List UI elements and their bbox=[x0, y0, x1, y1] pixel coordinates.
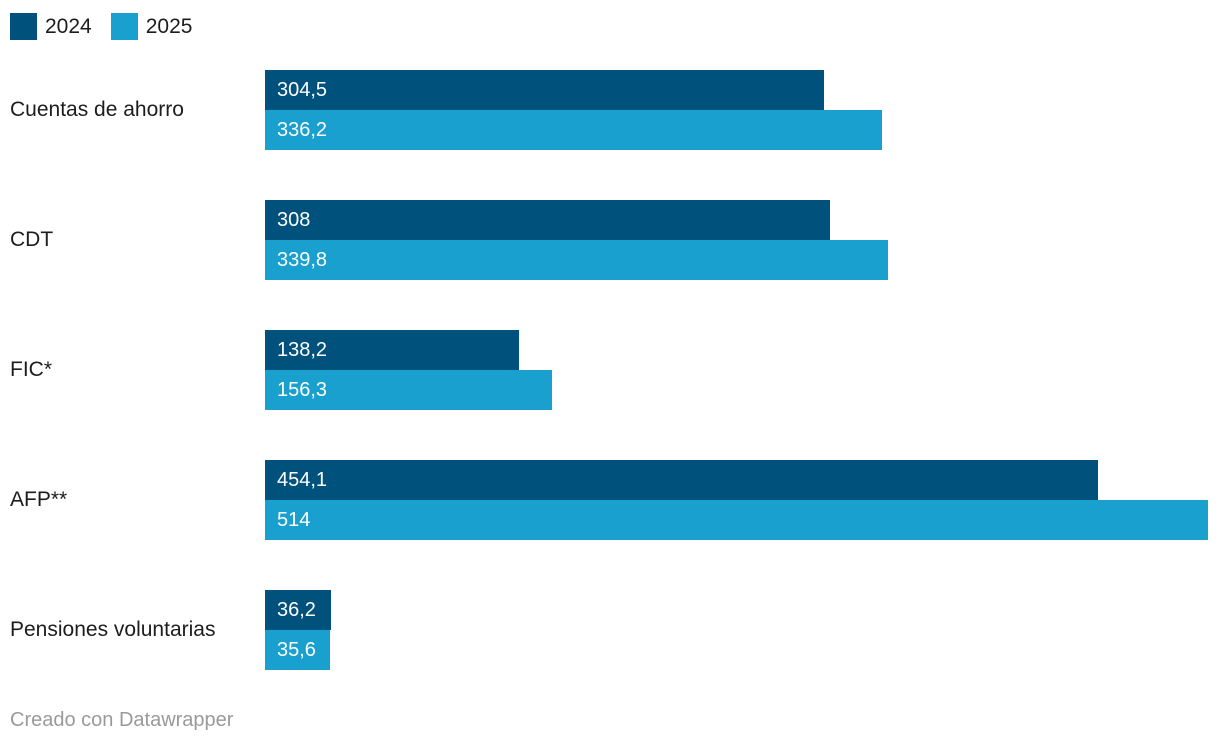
bar-group-cdt: CDT 308 339,8 bbox=[0, 200, 1220, 280]
bar-value-label: 339,8 bbox=[277, 249, 328, 271]
bar-track: 304,5 336,2 bbox=[265, 70, 1208, 150]
category-label: FIC* bbox=[10, 358, 52, 381]
bar-2025: 514 bbox=[265, 500, 1208, 540]
legend-swatch-2025 bbox=[110, 13, 138, 40]
category-label: Pensiones voluntarias bbox=[10, 618, 216, 641]
bar-value-label: 35,6 bbox=[277, 639, 316, 661]
category-label: CDT bbox=[10, 228, 54, 251]
bar-group-cuentas-de-ahorro: Cuentas de ahorro 304,5 336,2 bbox=[0, 70, 1220, 150]
bar-track: 308 339,8 bbox=[265, 200, 1208, 280]
bar-value-label: 304,5 bbox=[277, 79, 328, 101]
chart-legend: 2024 2025 bbox=[10, 13, 192, 40]
bar-group-pensiones-voluntarias: Pensiones voluntarias 36,2 35,6 bbox=[0, 590, 1220, 670]
bar-value-label: 454,1 bbox=[277, 469, 328, 491]
legend-item-2025: 2025 bbox=[110, 13, 193, 40]
bar-2025: 156,3 bbox=[265, 370, 552, 410]
bar-value-label: 336,2 bbox=[277, 119, 328, 141]
legend-item-2024: 2024 bbox=[10, 13, 92, 40]
bar-value-label: 514 bbox=[277, 509, 311, 531]
bar-2025: 339,8 bbox=[265, 240, 889, 280]
bar-chart: Cuentas de ahorro 304,5 336,2 CDT 308 33… bbox=[0, 70, 1220, 720]
datawrapper-credit: Creado con Datawrapper bbox=[10, 709, 234, 731]
bar-2024: 454,1 bbox=[265, 460, 1099, 500]
bar-2025: 35,6 bbox=[265, 630, 331, 670]
bar-2024: 36,2 bbox=[265, 590, 332, 630]
legend-label-2025: 2025 bbox=[145, 15, 193, 38]
bar-track: 138,2 156,3 bbox=[265, 330, 1208, 410]
bar-2024: 308 bbox=[265, 200, 831, 240]
legend-label-2024: 2024 bbox=[45, 15, 92, 38]
bar-value-label: 138,2 bbox=[277, 339, 328, 361]
bar-group-afp: AFP** 454,1 514 bbox=[0, 460, 1220, 540]
bar-2024: 304,5 bbox=[265, 70, 824, 110]
bar-group-fic: FIC* 138,2 156,3 bbox=[0, 330, 1220, 410]
bar-track: 36,2 35,6 bbox=[265, 590, 1208, 670]
bar-value-label: 308 bbox=[277, 209, 311, 231]
category-label: Cuentas de ahorro bbox=[10, 98, 184, 121]
bar-value-label: 156,3 bbox=[277, 379, 328, 401]
bar-track: 454,1 514 bbox=[265, 460, 1208, 540]
category-label: AFP** bbox=[10, 488, 68, 511]
bar-2024: 138,2 bbox=[265, 330, 519, 370]
bar-2025: 336,2 bbox=[265, 110, 882, 150]
legend-swatch-2024 bbox=[10, 13, 37, 40]
bar-value-label: 36,2 bbox=[277, 599, 316, 621]
